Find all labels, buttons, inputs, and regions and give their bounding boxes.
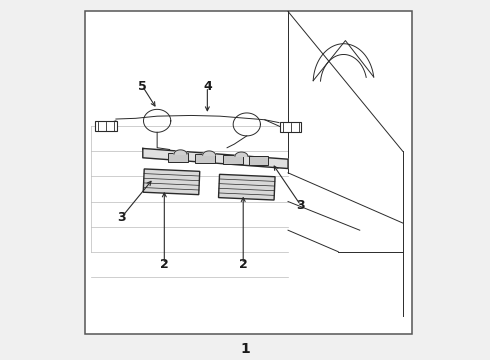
Text: 2: 2 [160, 258, 169, 271]
Polygon shape [143, 148, 288, 168]
Text: 2: 2 [239, 258, 247, 271]
Polygon shape [174, 150, 187, 154]
Text: 1: 1 [240, 342, 250, 356]
FancyBboxPatch shape [223, 155, 243, 164]
Text: 4: 4 [203, 80, 212, 93]
FancyBboxPatch shape [195, 154, 215, 163]
FancyBboxPatch shape [168, 153, 188, 162]
FancyBboxPatch shape [248, 156, 269, 165]
Text: 3: 3 [117, 211, 125, 224]
Polygon shape [235, 152, 248, 156]
Text: 5: 5 [138, 80, 147, 93]
FancyBboxPatch shape [280, 122, 301, 132]
Text: 3: 3 [296, 199, 305, 212]
Polygon shape [143, 169, 200, 195]
Polygon shape [203, 151, 216, 155]
Polygon shape [219, 174, 275, 200]
FancyBboxPatch shape [96, 121, 117, 131]
FancyBboxPatch shape [85, 12, 412, 334]
